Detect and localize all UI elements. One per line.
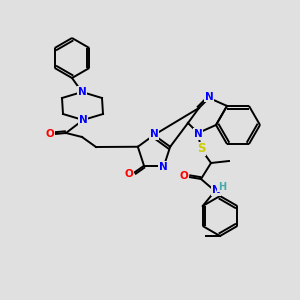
Text: N: N xyxy=(159,162,167,172)
Text: N: N xyxy=(150,129,158,139)
Text: N: N xyxy=(78,87,86,97)
Text: N: N xyxy=(79,115,87,125)
Text: S: S xyxy=(197,142,205,155)
Text: O: O xyxy=(46,129,54,139)
Text: O: O xyxy=(124,169,134,179)
Text: N: N xyxy=(212,185,220,195)
Text: N: N xyxy=(205,92,213,102)
Text: H: H xyxy=(218,182,226,192)
Text: O: O xyxy=(180,171,188,181)
Text: N: N xyxy=(194,129,202,139)
